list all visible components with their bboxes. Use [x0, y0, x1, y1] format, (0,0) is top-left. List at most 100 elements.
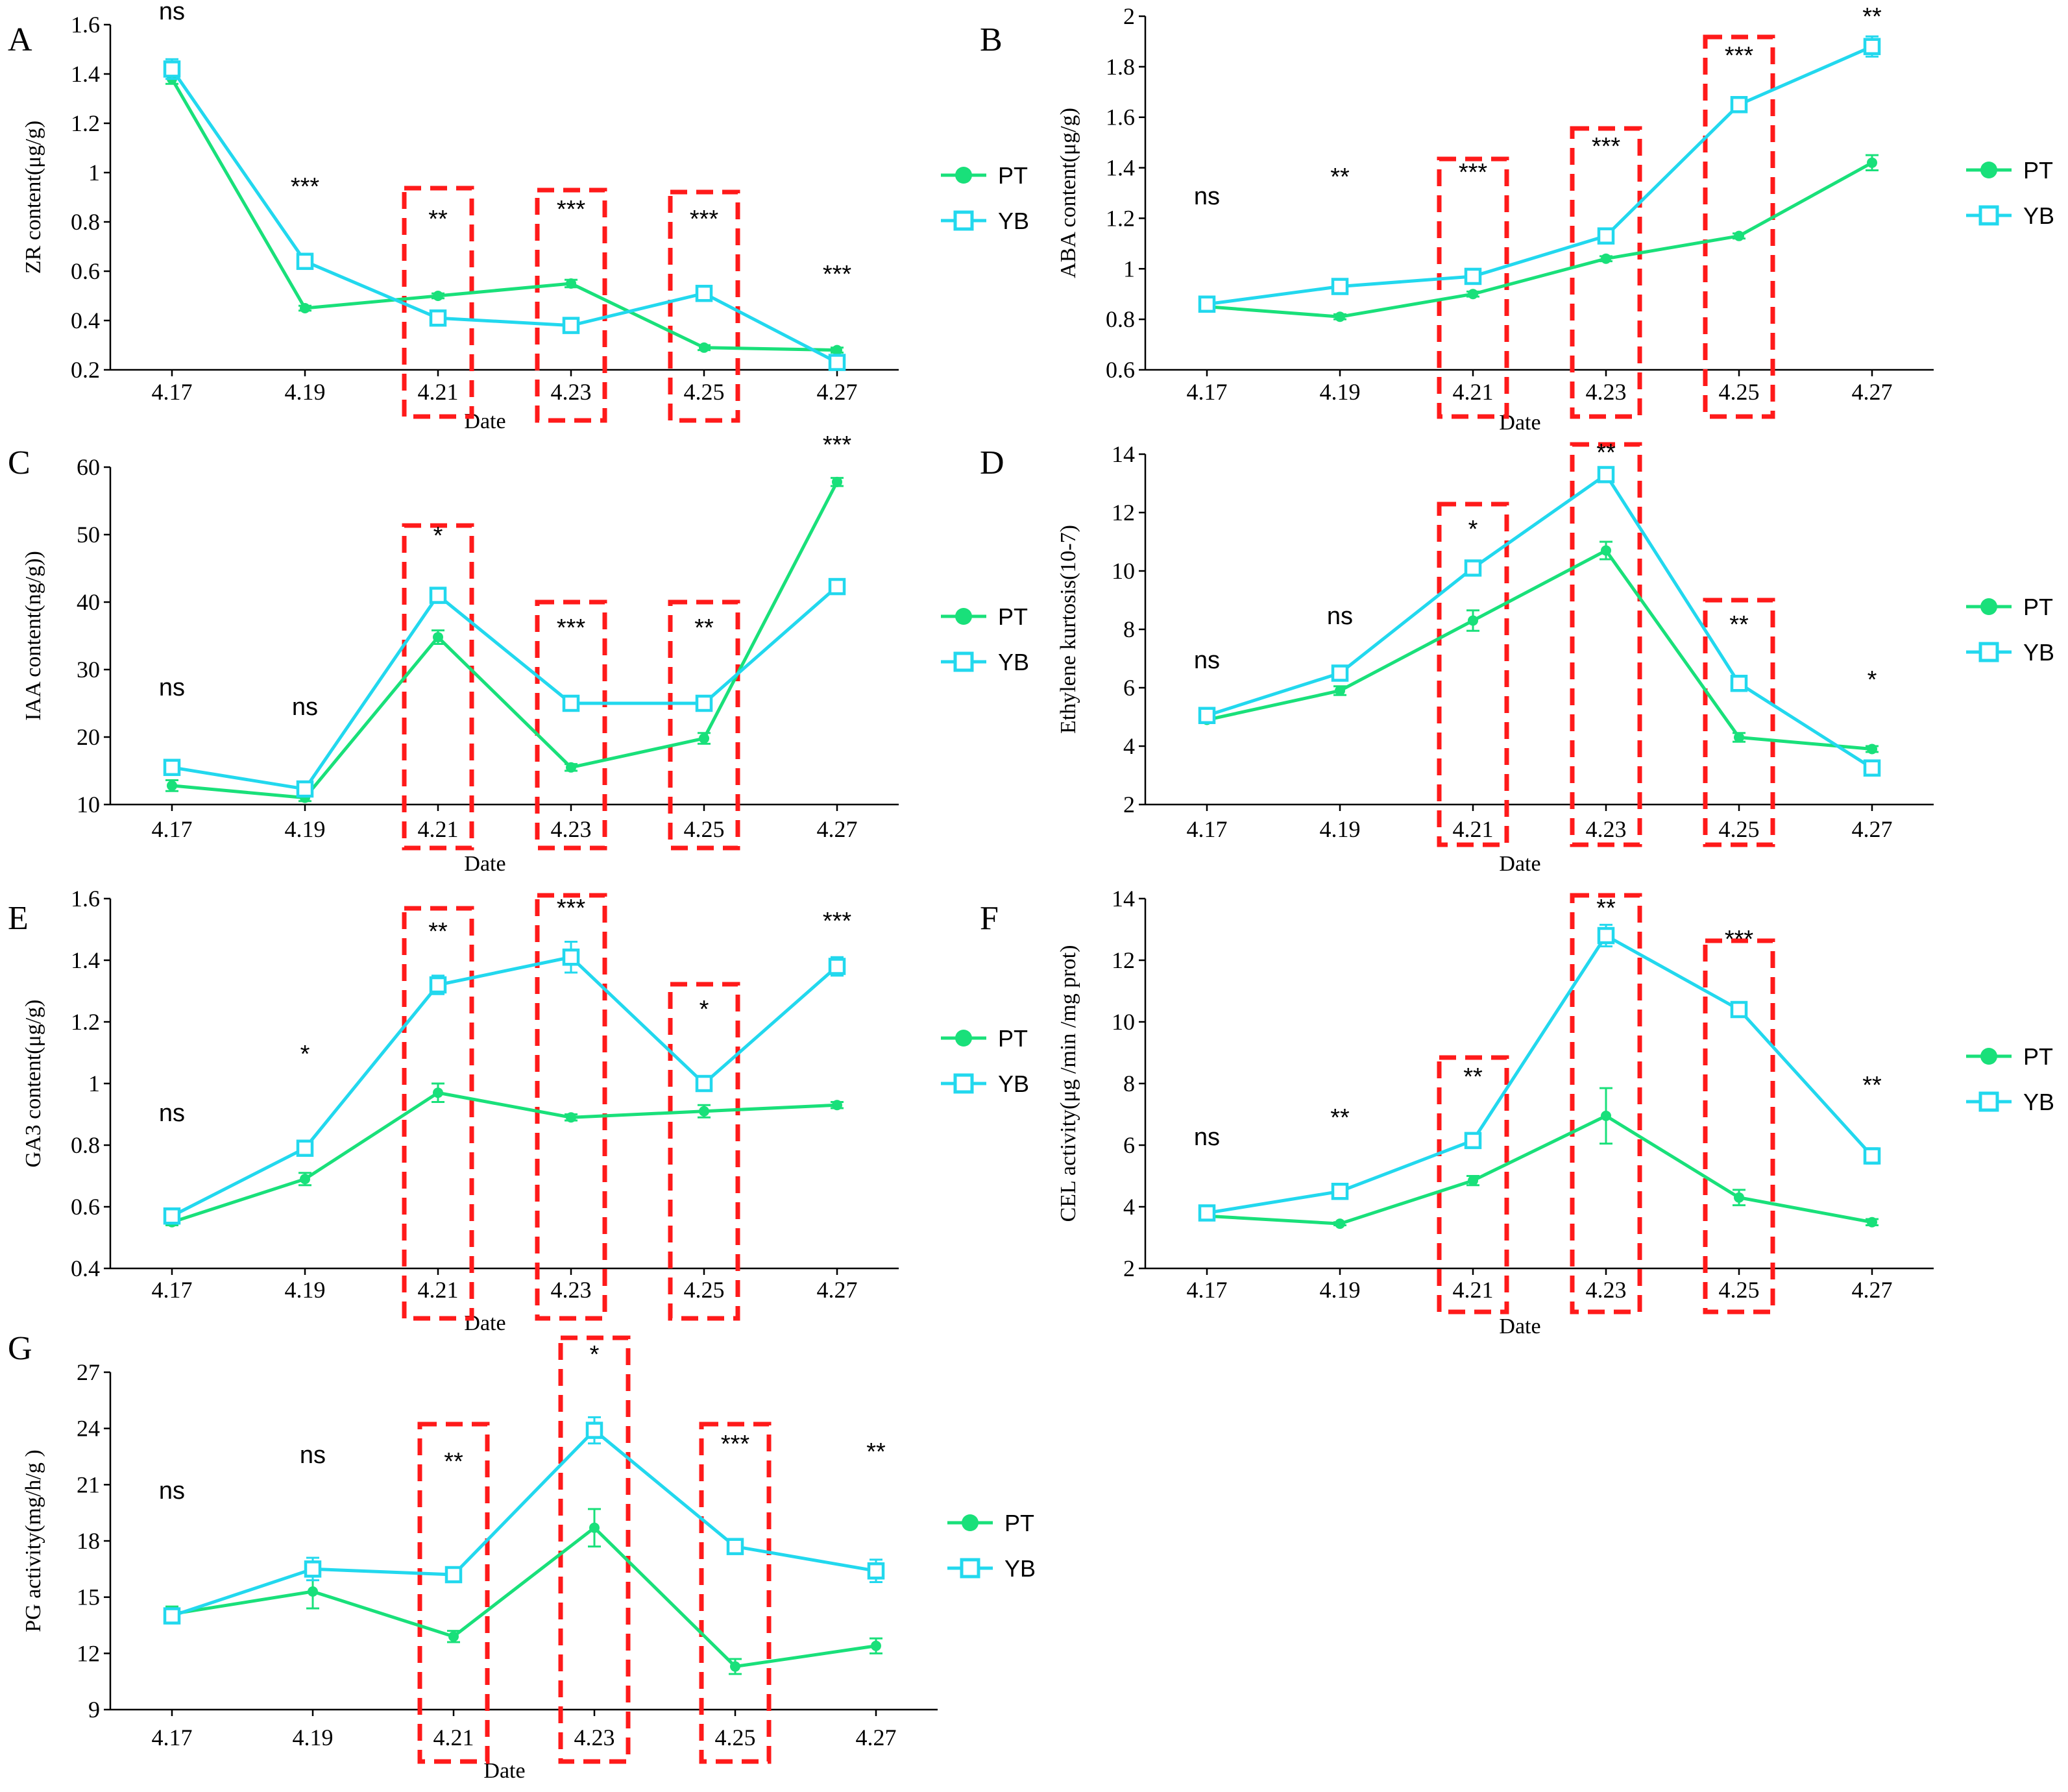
y-tick-label: 8 [1123, 616, 1135, 642]
highlight-box [1437, 1055, 1509, 1314]
x-tick-label: 4.17 [152, 379, 193, 405]
chart-panel-E: E 0.4 0.6 0.8 1 1.2 1.4 1.6 GA3 content(μg/g) 4.1… [8, 886, 1029, 1335]
x-tick-label: 4.21 [1453, 816, 1494, 842]
y-tick-label: 9 [88, 1697, 100, 1723]
data-point-pt [1468, 289, 1478, 300]
data-point-pt [1335, 311, 1345, 322]
legend-label: PT [998, 1025, 1028, 1052]
x-tick-label: 4.17 [152, 1725, 193, 1750]
x-tick-label: 4.19 [285, 1277, 326, 1303]
y-tick-label: 1.2 [71, 110, 100, 136]
highlight-box [1703, 598, 1775, 847]
data-point-yb [1597, 466, 1615, 483]
highlight-box [1437, 156, 1509, 419]
data-point-yb [562, 694, 580, 712]
significance-label: ns [300, 1442, 326, 1469]
data-point-yb [163, 1207, 181, 1225]
y-tick-label: 1.6 [71, 886, 100, 912]
data-point-yb [1730, 675, 1748, 692]
data-point-yb [1730, 96, 1748, 114]
x-axis-title: Date [464, 852, 505, 876]
data-point-yb [828, 958, 846, 975]
data-point-pt [433, 291, 443, 301]
data-point-yb [296, 252, 314, 271]
data-point-yb [429, 309, 447, 327]
highlight-box [402, 523, 474, 851]
highlight-box [1570, 442, 1642, 847]
data-point-yb [296, 1139, 314, 1157]
significance-label: ** [1862, 1072, 1882, 1099]
y-tick-label: 1.6 [1106, 104, 1135, 130]
significance-label: ns [1194, 183, 1220, 210]
y-tick-label: 0.6 [71, 258, 100, 284]
data-point-pt [832, 1100, 842, 1111]
significance-label: * [1867, 666, 1877, 694]
data-point-pt [566, 278, 576, 289]
x-tick-label: 4.23 [551, 816, 592, 842]
y-tick-label: 15 [77, 1584, 100, 1610]
data-point-yb [1331, 664, 1349, 682]
highlight-box [558, 1335, 631, 1764]
y-axis-title: IAA content(ng/g)) [21, 551, 45, 721]
series-line-pt [1206, 161, 1873, 319]
x-tick-label: 4.21 [1453, 379, 1494, 405]
data-point-yb [163, 60, 181, 78]
data-point-yb [562, 317, 580, 334]
x-tick-label: 4.23 [574, 1725, 615, 1750]
significance-label: *** [823, 908, 852, 935]
data-point-yb [1730, 1000, 1748, 1019]
x-tick-label: 4.23 [1586, 379, 1627, 405]
legend-label: YB [2023, 202, 2054, 229]
x-tick-label: 4.27 [856, 1725, 897, 1750]
series-line-pt [1206, 1114, 1873, 1226]
panel-letter: G [8, 1330, 32, 1367]
data-point-pt [1734, 1192, 1744, 1203]
data-point-yb [828, 354, 846, 371]
chart-panel-F: F 2 4 6 8 10 12 14 CEL activity(μg /min /mg prot… [980, 886, 2054, 1338]
y-tick-label: 1 [88, 160, 100, 186]
highlight-box [535, 893, 607, 1321]
legend-label: YB [998, 649, 1029, 675]
y-tick-label: 6 [1123, 1132, 1135, 1158]
highlight-box [1437, 502, 1509, 847]
series-line-yb [171, 1429, 877, 1617]
data-point-pt [1867, 157, 1877, 168]
series-line-pt [1206, 549, 1873, 751]
series-line-pt [171, 1091, 838, 1224]
y-tick-label: 1.4 [71, 61, 100, 87]
x-tick-label: 4.17 [152, 816, 193, 842]
data-point-pt [699, 733, 709, 744]
x-tick-label: 4.17 [1187, 816, 1228, 842]
highlight-box [1570, 893, 1642, 1314]
significance-label: ns [292, 694, 318, 721]
data-point-yb [163, 758, 181, 777]
data-point-yb [695, 284, 713, 302]
highlight-box [1703, 938, 1775, 1314]
highlight-box [668, 599, 740, 851]
series-line-yb [1206, 934, 1873, 1215]
y-tick-label: 1.6 [71, 12, 100, 38]
data-point-yb [304, 1560, 322, 1578]
legend-marker [955, 1030, 972, 1047]
x-tick-label: 4.21 [418, 816, 459, 842]
data-point-yb [1464, 267, 1482, 285]
significance-label: *** [557, 614, 586, 642]
significance-label: * [590, 1341, 600, 1368]
x-tick-label: 4.27 [1852, 379, 1893, 405]
x-tick-label: 4.27 [817, 816, 858, 842]
data-point-pt [1734, 230, 1744, 241]
panel-letter: E [8, 900, 29, 937]
legend-marker [960, 1558, 980, 1579]
legend-marker [953, 651, 974, 672]
y-tick-label: 4 [1123, 733, 1135, 759]
data-point-pt [832, 476, 842, 487]
data-point-pt [1335, 685, 1345, 696]
x-tick-label: 4.19 [1320, 816, 1361, 842]
y-tick-label: 10 [77, 792, 100, 817]
x-tick-label: 4.25 [1719, 816, 1760, 842]
x-tick-label: 4.21 [418, 1277, 459, 1303]
significance-label: * [433, 522, 443, 550]
x-tick-label: 4.21 [433, 1725, 474, 1750]
data-point-pt [589, 1522, 600, 1533]
x-tick-label: 4.23 [551, 1277, 592, 1303]
